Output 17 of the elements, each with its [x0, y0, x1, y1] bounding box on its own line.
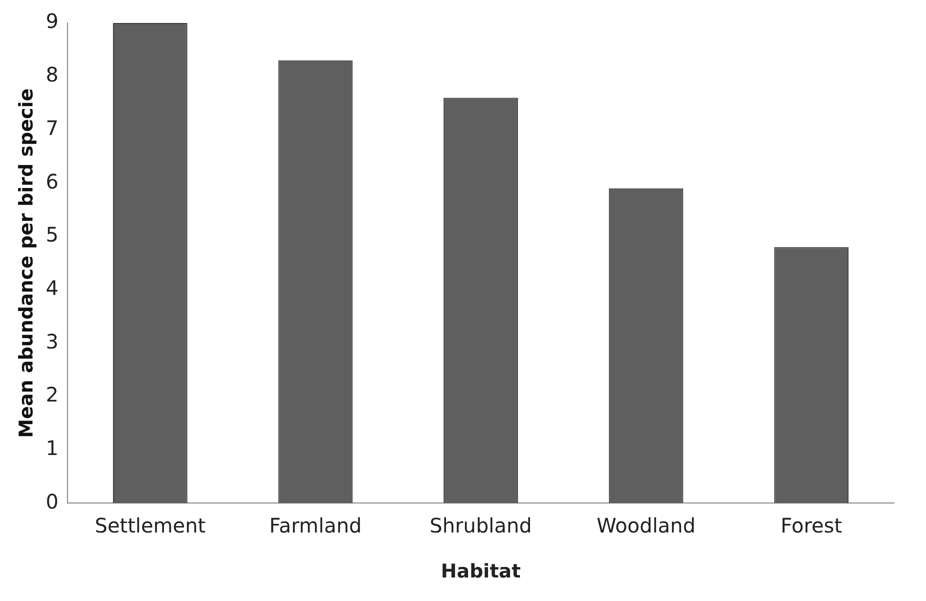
- x-tick-label: Settlement: [94, 513, 206, 538]
- x-tick-label: Farmland: [269, 513, 362, 538]
- x-axis-title: Habitat: [440, 560, 521, 583]
- y-tick-label: 8: [46, 62, 59, 87]
- x-tick-label: Shrubland: [430, 513, 532, 538]
- y-tick-label: 7: [46, 116, 59, 140]
- y-tick-label: 2: [46, 382, 59, 407]
- y-tick-label: 9: [46, 9, 59, 34]
- y-tick-label: 4: [46, 276, 59, 300]
- x-tick-label: Woodland: [596, 513, 696, 538]
- y-tick-label: 6: [46, 169, 59, 194]
- y-tick-label: 1: [46, 436, 59, 460]
- y-tick-label: 0: [46, 489, 59, 514]
- y-tick-label: 3: [46, 329, 59, 354]
- x-tick-label: Forest: [780, 513, 842, 538]
- y-axis-title: Mean abundance per bird specie: [15, 88, 38, 438]
- y-tick-label: 5: [46, 222, 59, 247]
